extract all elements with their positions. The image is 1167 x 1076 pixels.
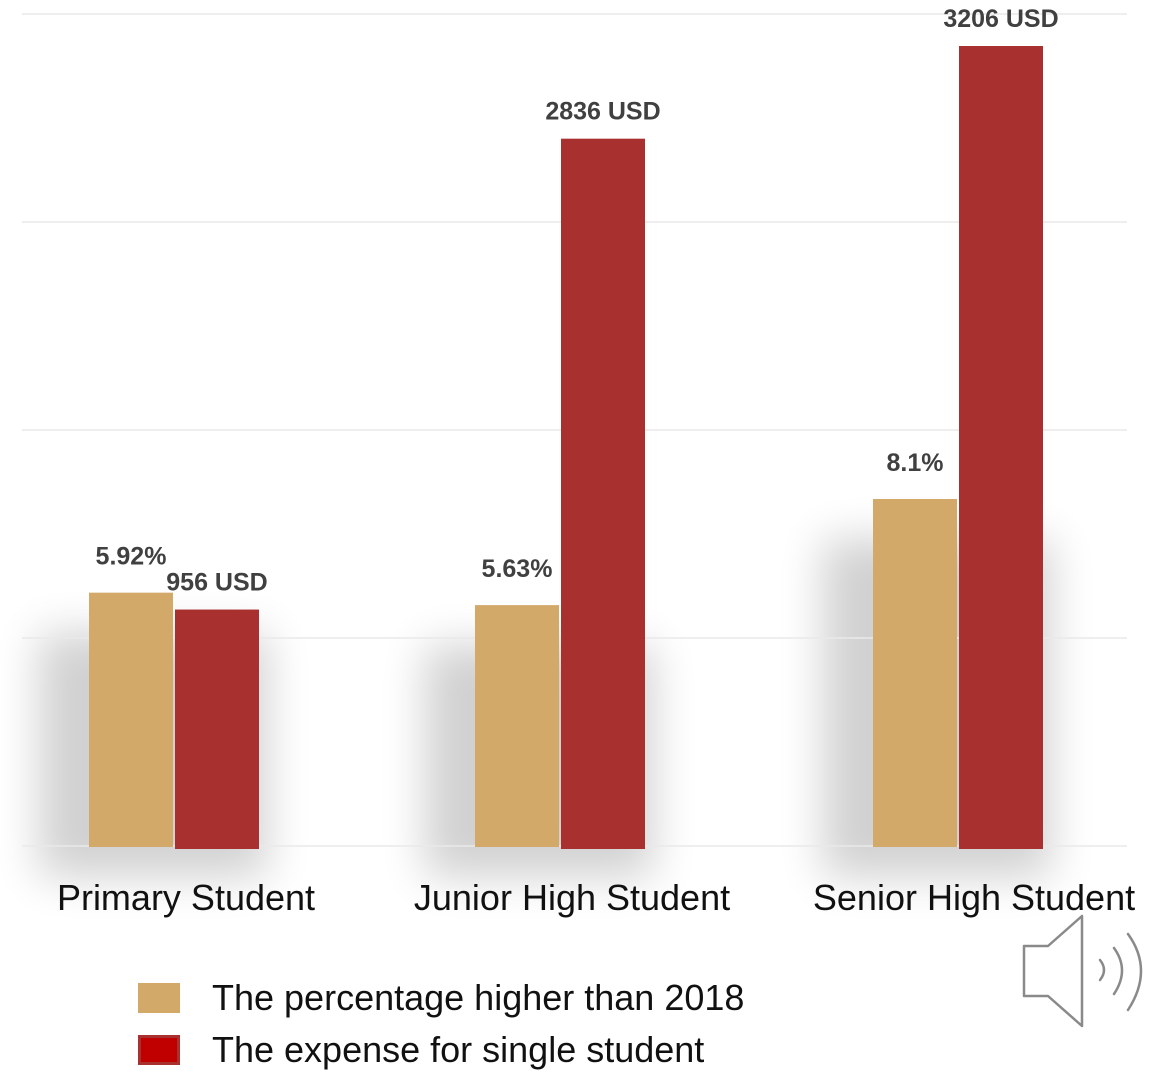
speaker-icon[interactable] bbox=[1018, 912, 1166, 1030]
x-tick-label: Junior High Student bbox=[414, 877, 730, 918]
x-tick-labels: Primary Student Junior High Student Senior… bbox=[57, 877, 1135, 918]
bar-expense bbox=[561, 138, 645, 850]
data-label-expense: 2836 USD bbox=[545, 98, 660, 126]
bar-expense bbox=[175, 609, 259, 849]
data-label-percentage: 5.92% bbox=[96, 543, 167, 571]
data-label-expense: 956 USD bbox=[166, 569, 267, 597]
legend-label-expense: The expense for single student bbox=[212, 1029, 705, 1070]
data-label-percentage: 5.63% bbox=[482, 555, 553, 583]
bar-percentage bbox=[475, 605, 559, 847]
legend-item-percentage: The percentage higher than 2018 bbox=[138, 972, 744, 1024]
data-labels: 5.92%956 USD 5.63% 2836 USD 8.1% 3206 USD bbox=[96, 5, 1059, 597]
bar-expense bbox=[959, 46, 1043, 849]
legend: The percentage higher than 2018 The expe… bbox=[138, 972, 744, 1076]
legend-swatch-percentage bbox=[138, 983, 180, 1013]
bars bbox=[89, 46, 1043, 850]
data-label-percentage: 8.1% bbox=[887, 449, 944, 477]
data-label-expense: 3206 USD bbox=[943, 5, 1058, 33]
x-tick-label: Senior High Student bbox=[813, 877, 1135, 918]
bar-percentage bbox=[89, 592, 173, 847]
legend-label-percentage: The percentage higher than 2018 bbox=[212, 977, 745, 1018]
x-tick-label: Primary Student bbox=[57, 877, 315, 918]
legend-item-expense: The expense for single student bbox=[138, 1024, 744, 1076]
legend-swatch-expense bbox=[138, 1035, 180, 1065]
bar-percentage bbox=[873, 499, 957, 847]
